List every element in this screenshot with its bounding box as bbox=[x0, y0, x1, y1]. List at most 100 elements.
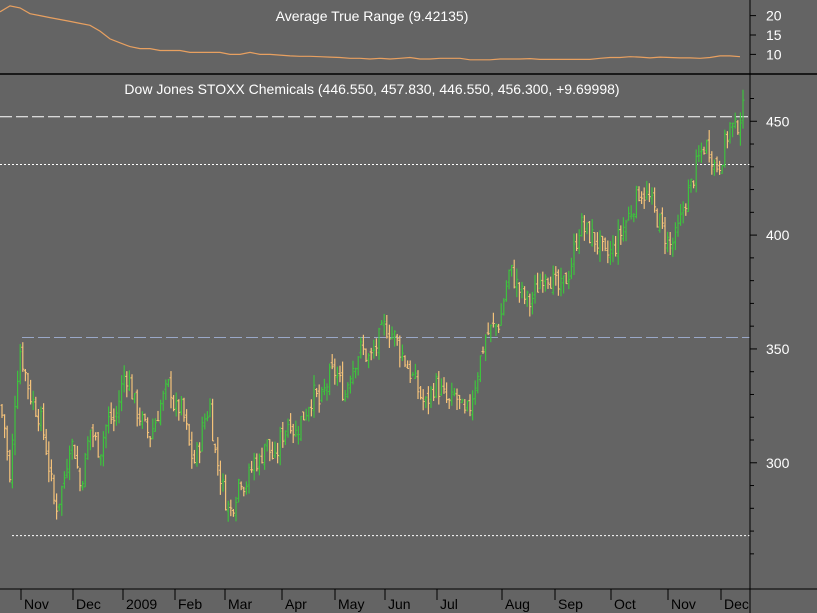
ohlc-bar bbox=[504, 280, 508, 302]
ohlc-bar bbox=[369, 347, 373, 361]
price-tick-label: 400 bbox=[766, 227, 790, 243]
ohlc-bar bbox=[31, 390, 35, 411]
ohlc-bar bbox=[452, 387, 456, 397]
ohlc-bar bbox=[107, 406, 111, 434]
ohlc-bar bbox=[374, 338, 378, 357]
ohlc-bar bbox=[78, 467, 82, 492]
ohlc-bar bbox=[728, 122, 732, 144]
ohlc-bar bbox=[239, 481, 243, 491]
ohlc-bar bbox=[182, 397, 186, 422]
ohlc-bar bbox=[528, 293, 532, 317]
ohlc-bar bbox=[372, 339, 376, 359]
ohlc-bar bbox=[515, 268, 519, 298]
ohlc-bar bbox=[291, 423, 295, 444]
ohlc-bar bbox=[658, 213, 662, 233]
price-tick-label: 300 bbox=[766, 455, 790, 471]
ohlc-bar bbox=[543, 274, 547, 292]
ohlc-bar bbox=[166, 378, 170, 388]
ohlc-bar bbox=[122, 365, 126, 393]
ohlc-bar bbox=[549, 276, 553, 289]
ohlc-bar bbox=[666, 231, 670, 253]
ohlc-bar bbox=[146, 417, 150, 439]
ohlc-bar bbox=[68, 445, 72, 481]
ohlc-bar bbox=[161, 390, 165, 411]
ohlc-bar bbox=[424, 396, 428, 409]
ohlc-bar bbox=[429, 386, 433, 408]
ohlc-bar bbox=[621, 217, 625, 242]
ohlc-bar bbox=[200, 416, 204, 452]
ohlc-bar bbox=[231, 509, 235, 517]
ohlc-bar bbox=[138, 407, 142, 426]
atr-tick-label: 15 bbox=[766, 27, 782, 43]
ohlc-bar bbox=[114, 405, 118, 426]
ohlc-bar bbox=[135, 389, 139, 427]
ohlc-bar bbox=[707, 130, 711, 163]
ohlc-bar bbox=[73, 444, 77, 459]
ohlc-bar bbox=[684, 203, 688, 216]
ohlc-bar bbox=[133, 393, 137, 404]
ohlc-bar bbox=[562, 275, 566, 294]
ohlc-bar bbox=[413, 363, 417, 380]
ohlc-bar bbox=[447, 398, 451, 409]
x-tick-label: Oct bbox=[614, 596, 636, 612]
ohlc-bar bbox=[697, 145, 701, 163]
ohlc-bar bbox=[671, 237, 675, 257]
ohlc-bar bbox=[229, 499, 233, 517]
x-tick-label: Nov bbox=[671, 596, 696, 612]
ohlc-bar bbox=[174, 392, 178, 417]
ohlc-bar bbox=[216, 437, 220, 476]
ohlc-bar bbox=[731, 122, 735, 138]
ohlc-bar bbox=[343, 389, 347, 402]
ohlc-bar bbox=[96, 432, 100, 458]
ohlc-bar bbox=[289, 413, 293, 434]
ohlc-bar bbox=[187, 423, 191, 446]
atr-tick-label: 10 bbox=[766, 46, 782, 62]
ohlc-bar bbox=[715, 156, 719, 173]
ohlc-bar bbox=[725, 131, 729, 149]
ohlc-bar bbox=[465, 400, 469, 412]
ohlc-bar bbox=[255, 453, 259, 472]
ohlc-bar bbox=[595, 232, 599, 255]
ohlc-bar bbox=[268, 438, 272, 462]
ohlc-bar bbox=[320, 386, 324, 403]
ohlc-bar bbox=[468, 394, 472, 417]
ohlc-bar bbox=[47, 441, 51, 483]
ohlc-bar bbox=[382, 313, 386, 336]
x-tick-label: Dec bbox=[76, 596, 101, 612]
ohlc-bar bbox=[270, 441, 274, 460]
ohlc-bar bbox=[356, 356, 360, 376]
ohlc-bar bbox=[333, 358, 337, 385]
ohlc-bar bbox=[341, 361, 345, 401]
ohlc-bar bbox=[653, 187, 657, 213]
x-tick-label: Feb bbox=[178, 596, 202, 612]
ohlc-bar bbox=[75, 445, 79, 469]
ohlc-bar bbox=[525, 290, 529, 307]
ohlc-bar bbox=[663, 217, 667, 255]
ohlc-bar bbox=[328, 363, 332, 396]
ohlc-bar bbox=[224, 474, 228, 511]
ohlc-bar bbox=[278, 426, 282, 466]
ohlc-bar bbox=[359, 337, 363, 359]
ohlc-bar bbox=[551, 265, 555, 295]
ohlc-bar bbox=[497, 323, 501, 333]
ohlc-bar bbox=[491, 312, 495, 328]
ohlc-bar bbox=[273, 441, 277, 459]
ohlc-bar bbox=[29, 379, 33, 405]
ohlc-bar bbox=[486, 322, 490, 336]
ohlc-bar bbox=[57, 503, 61, 512]
ohlc-bar bbox=[237, 478, 241, 503]
ohlc-bar bbox=[712, 159, 716, 176]
x-tick-label: Dec bbox=[724, 596, 749, 612]
ohlc-bar bbox=[177, 399, 181, 421]
ohlc-bar bbox=[484, 334, 488, 362]
ohlc-bar bbox=[520, 281, 524, 299]
reference-lines bbox=[0, 116, 750, 537]
ohlc-bar bbox=[400, 344, 404, 361]
ohlc-bar bbox=[294, 420, 298, 437]
ohlc-bar bbox=[593, 231, 597, 252]
ohlc-bar bbox=[281, 421, 285, 448]
ohlc-bar bbox=[367, 353, 371, 369]
ohlc-bar bbox=[705, 139, 709, 154]
ohlc-bar bbox=[660, 207, 664, 229]
ohlc-bar bbox=[494, 323, 498, 336]
